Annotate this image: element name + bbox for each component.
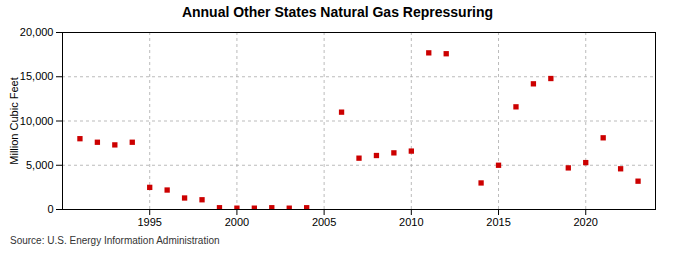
html-text:Source: U.S. Energy Informatio: Source: U.S. Energy Information Administ… <box>10 235 220 246</box>
svg-text:0: 0 <box>47 203 53 215</box>
svg-text:2020: 2020 <box>573 216 597 228</box>
svg-text:2000: 2000 <box>225 216 249 228</box>
svg-text:2010: 2010 <box>399 216 423 228</box>
svg-text:15,000: 15,000 <box>20 70 54 82</box>
svg-text:2015: 2015 <box>486 216 510 228</box>
svg-text:2005: 2005 <box>312 216 336 228</box>
svg-text:Million Cubic Feet: Million Cubic Feet <box>8 77 20 164</box>
svg-text:1995: 1995 <box>137 216 161 228</box>
svg-text:5,000: 5,000 <box>26 159 54 171</box>
svg-text:10,000: 10,000 <box>20 115 54 127</box>
svg-text:20,000: 20,000 <box>20 26 54 38</box>
html-text:Annual Other States Natural Ga: Annual Other States Natural Gas Repressu… <box>181 4 494 20</box>
